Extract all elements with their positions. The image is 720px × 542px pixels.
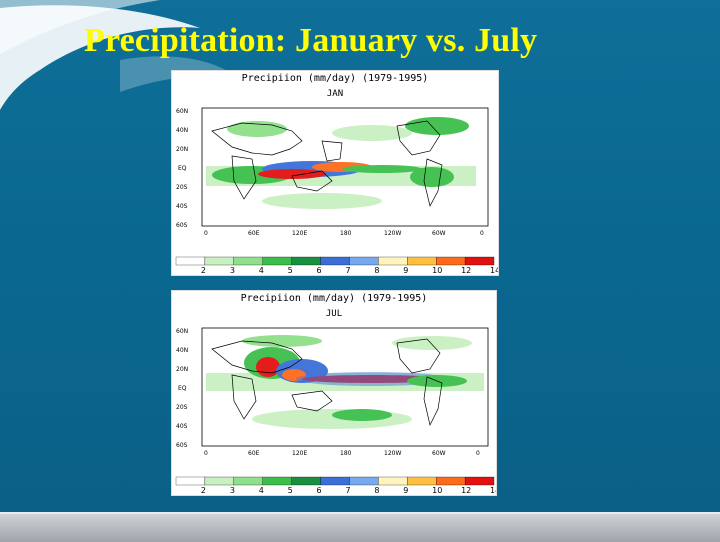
colorbar-swatch <box>436 476 466 486</box>
lat-tick: 20N <box>176 366 188 373</box>
lon-tick: 60E <box>248 230 260 237</box>
lat-tick: EQ <box>178 165 187 172</box>
slide-title: Precipitation: January vs. July <box>84 22 538 59</box>
colorbar-swatch <box>204 256 234 266</box>
lon-tick: 0 <box>480 230 484 237</box>
colorbar-swatch <box>204 476 234 486</box>
lon-tick: 120E <box>292 230 307 237</box>
lat-tick: 20S <box>176 404 188 411</box>
lon-tick: 120W <box>384 230 401 237</box>
continent-outlines <box>211 338 443 427</box>
colorbar-label: 2 <box>201 486 206 495</box>
colorbar-swatch <box>349 476 379 486</box>
colorbar-label: 9 <box>403 486 408 495</box>
lat-tick: 60S <box>176 442 188 449</box>
longitude-ticks: 0 60E 120E 180 120W 60W 0 <box>204 230 484 237</box>
colorbar-swatch <box>407 256 437 266</box>
panel-month-label: JUL <box>325 309 343 319</box>
colorbar-label: 10 <box>432 266 442 275</box>
colorbar-label: 10 <box>432 486 442 495</box>
colorbar-swatch <box>378 476 408 486</box>
colorbar-swatch <box>233 256 263 266</box>
colorbar: 2 3 4 5 6 7 8 9 10 12 14 <box>175 476 496 495</box>
colorbar-swatch <box>320 256 350 266</box>
latitude-ticks: 60N 40N 20N EQ 20S 40S 60S <box>176 328 188 449</box>
colorbar-label: 6 <box>317 486 322 495</box>
lon-tick: 0 <box>204 450 208 457</box>
lon-tick: 180 <box>340 450 352 457</box>
longitude-ticks: 0 60E 120E 180 120W 60W 0 <box>204 450 480 457</box>
lat-tick: 60N <box>176 108 188 115</box>
lon-tick: 120W <box>384 450 401 457</box>
colorbar-swatch <box>291 256 321 266</box>
colorbar-label: 9 <box>403 266 408 275</box>
january-precipitation-map: 60N 40N 20N EQ 20S 40S 60S 0 60E 120E 18… <box>175 107 498 275</box>
colorbar-swatch <box>349 256 379 266</box>
colorbar-label: 5 <box>288 266 293 275</box>
colorbar-label: 3 <box>230 486 235 495</box>
panel-month-label: JAN <box>326 89 344 99</box>
lat-tick: 20N <box>176 146 188 153</box>
colorbar-label: 6 <box>317 266 322 275</box>
panel-heading: Precipiion (mm/day) (1979-1995) <box>241 73 429 84</box>
precip-pattern <box>206 335 484 429</box>
colorbar-swatch <box>233 476 263 486</box>
colorbar-swatch <box>262 476 292 486</box>
lat-tick: 40S <box>176 203 188 210</box>
colorbar-swatch <box>320 476 350 486</box>
colorbar-swatch <box>464 256 495 266</box>
july-precipitation-map: 60N 40N 20N EQ 20S 40S 60S 0 60E 120E 18… <box>175 327 496 495</box>
lat-tick: 40S <box>176 423 188 430</box>
lon-tick: 60W <box>432 450 446 457</box>
latitude-ticks: 60N 40N 20N EQ 20S 40S 60S <box>176 108 188 229</box>
colorbar-swatch <box>175 476 206 486</box>
lon-tick: 0 <box>204 230 208 237</box>
lat-tick: 60S <box>176 222 188 229</box>
lon-tick: 60W <box>432 230 446 237</box>
colorbar-label: 5 <box>288 486 293 495</box>
colorbar-label: 14 <box>490 486 496 495</box>
lon-tick: 120E <box>292 450 307 457</box>
lat-tick: EQ <box>178 385 187 392</box>
colorbar-label: 2 <box>201 266 206 275</box>
lon-tick: 180 <box>340 230 352 237</box>
precip-pattern <box>206 117 476 209</box>
colorbar-label: 7 <box>345 266 350 275</box>
january-map-panel: Precipiion (mm/day) (1979-1995) JAN <box>171 70 499 276</box>
colorbar-label: 8 <box>374 486 379 495</box>
lat-tick: 40N <box>176 347 188 354</box>
lat-tick: 40N <box>176 127 188 134</box>
lon-tick: 0 <box>476 450 480 457</box>
lat-tick: 60N <box>176 328 188 335</box>
colorbar-swatch <box>407 476 437 486</box>
colorbar-swatch <box>436 256 466 266</box>
july-map-panel: Precipiion (mm/day) (1979-1995) JUL 60N <box>171 290 497 496</box>
colorbar-label: 12 <box>461 266 471 275</box>
colorbar-swatch <box>175 256 206 266</box>
colorbar-label: 8 <box>374 266 379 275</box>
colorbar-swatch <box>262 256 292 266</box>
lon-tick: 60E <box>248 450 260 457</box>
colorbar-swatch <box>378 256 408 266</box>
colorbar: 2 3 4 5 6 7 8 9 10 12 14 <box>175 256 498 275</box>
colorbar-label: 3 <box>230 266 235 275</box>
continent-outlines <box>211 120 443 207</box>
footer-bar <box>0 512 720 542</box>
colorbar-swatch <box>291 476 321 486</box>
colorbar-label: 14 <box>490 266 498 275</box>
colorbar-label: 12 <box>461 486 471 495</box>
colorbar-swatch <box>464 476 495 486</box>
colorbar-label: 4 <box>259 266 264 275</box>
lat-tick: 20S <box>176 184 188 191</box>
panel-heading: Precipiion (mm/day) (1979-1995) <box>240 293 428 304</box>
colorbar-label: 7 <box>345 486 350 495</box>
colorbar-label: 4 <box>259 486 264 495</box>
